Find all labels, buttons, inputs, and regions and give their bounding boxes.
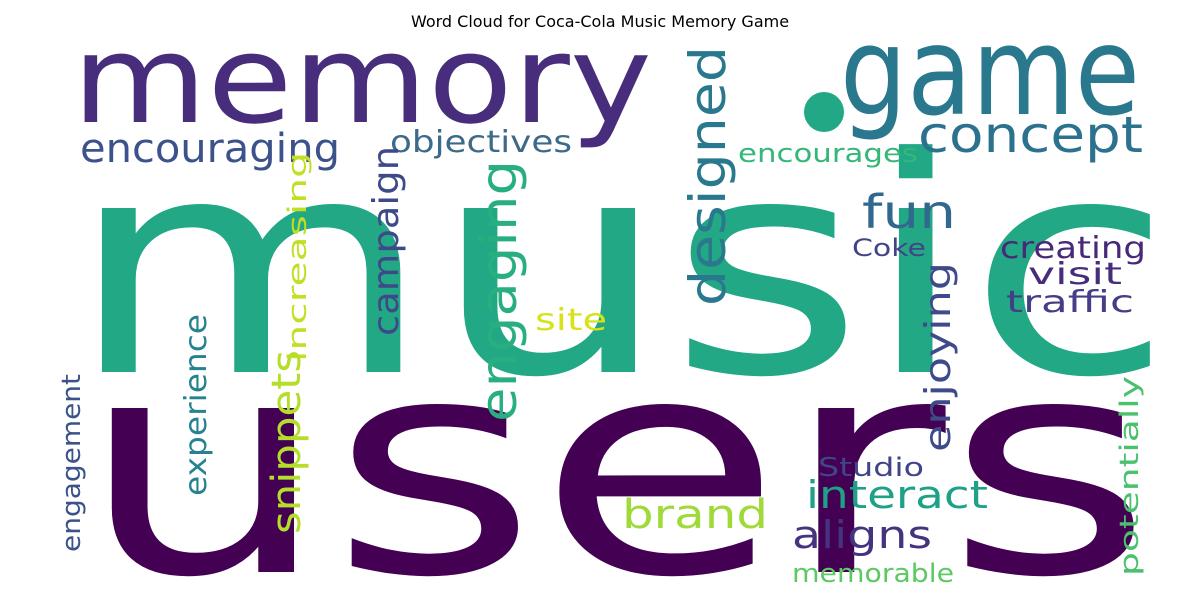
word-encourages: encourages <box>738 139 918 169</box>
chart-title: Word Cloud for Coca-Cola Music Memory Ga… <box>410 12 790 31</box>
word-site: site <box>535 303 607 338</box>
word-memory: memory <box>72 9 652 151</box>
word-brand: brand <box>622 492 768 538</box>
word-experience: experience <box>179 314 214 496</box>
word-encouraging: encouraging <box>80 126 340 172</box>
word-separator-dot <box>804 92 844 132</box>
word-music: music <box>68 94 1173 443</box>
word-campaign: campaign <box>366 146 407 336</box>
word-potentially: potentially <box>1115 376 1145 576</box>
word-coke: Coke <box>852 234 926 262</box>
word-studio: Studio <box>818 453 924 483</box>
word-interact: interact <box>806 473 988 517</box>
word-aligns: aligns <box>792 513 932 557</box>
word-users: users <box>78 294 1153 600</box>
word-snippets: snippets <box>264 350 310 534</box>
word-fun: fun <box>862 185 956 239</box>
word-traffic: traffic <box>1006 285 1134 320</box>
word-game: game <box>840 1 1140 143</box>
word-engagement: engagement <box>57 374 87 552</box>
word-increasing: increasing <box>283 152 313 362</box>
word-memorable: memorable <box>792 559 954 589</box>
word-creating: creating <box>1000 231 1146 266</box>
word-enjoying: enjoying <box>918 262 959 452</box>
word-designed: designed <box>679 46 737 306</box>
word-engaging: engaging <box>470 160 528 422</box>
word-objectives: objectives <box>390 125 572 160</box>
word-concept: concept <box>918 106 1143 164</box>
word-visit: visit <box>1028 257 1122 292</box>
